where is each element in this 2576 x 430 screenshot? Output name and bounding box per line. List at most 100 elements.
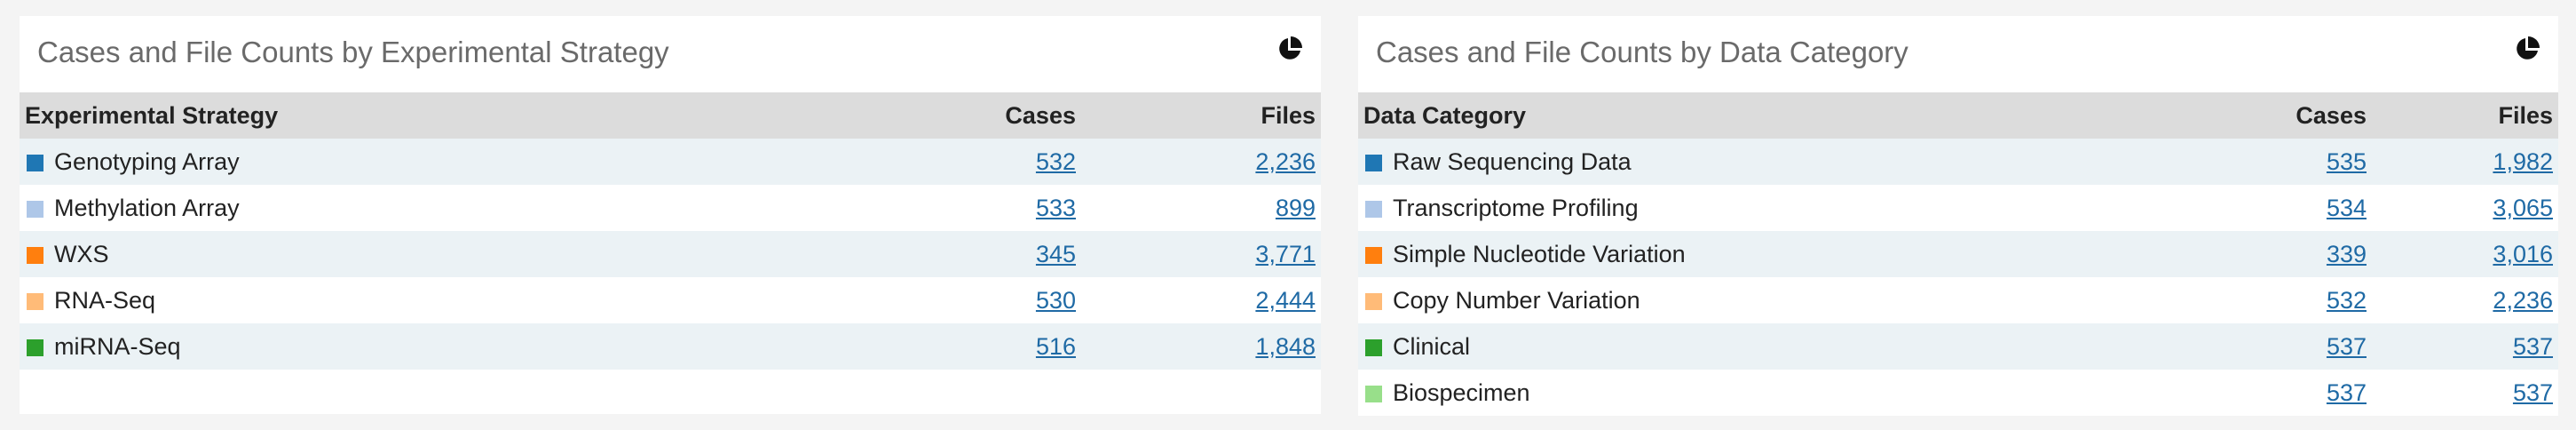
cases-cell: 345	[930, 231, 1081, 277]
row-name-cell: Copy Number Variation	[1358, 277, 2168, 323]
files-count-link[interactable]: 537	[2512, 378, 2553, 406]
files-cell: 537	[2372, 323, 2558, 370]
row-label: Methylation Array	[54, 194, 240, 221]
row-label: Biospecimen	[1393, 378, 1530, 406]
cases-count-link[interactable]: 345	[1035, 240, 1076, 267]
files-cell: 3,016	[2372, 231, 2558, 277]
pie-chart-icon[interactable]	[2514, 36, 2540, 62]
cases-cell: 537	[2168, 370, 2372, 416]
row-name-cell: Transcriptome Profiling	[1358, 185, 2168, 231]
files-cell: 3,065	[2372, 185, 2558, 231]
row-label: WXS	[54, 240, 109, 267]
table-row: Genotyping Array 532 2,236	[20, 139, 1321, 185]
column-header-files[interactable]: Files	[1260, 101, 1316, 129]
files-count-link[interactable]: 1,982	[2493, 147, 2553, 175]
legend-swatch	[27, 338, 43, 356]
files-count-link[interactable]: 899	[1275, 194, 1316, 221]
files-count-link[interactable]: 3,016	[2493, 240, 2553, 267]
files-count-link[interactable]: 3,065	[2493, 194, 2553, 221]
cases-count-link[interactable]: 516	[1035, 332, 1076, 360]
cases-count-link[interactable]: 339	[2326, 240, 2367, 267]
files-count-link[interactable]: 2,236	[1255, 147, 1316, 175]
cases-count-link[interactable]: 534	[2326, 194, 2367, 221]
row-label: Clinical	[1393, 332, 1471, 360]
table-row: Biospecimen 537 537	[1358, 370, 2558, 416]
files-count-link[interactable]: 3,771	[1255, 240, 1316, 267]
files-count-link[interactable]: 537	[2512, 332, 2553, 360]
legend-swatch	[27, 200, 43, 218]
legend-swatch	[1365, 246, 1382, 264]
files-cell: 2,236	[2372, 277, 2558, 323]
cases-count-link[interactable]: 532	[2326, 286, 2367, 314]
panel-title: Cases and File Counts by Experimental St…	[37, 36, 669, 68]
cases-cell: 533	[930, 185, 1081, 231]
row-label: Raw Sequencing Data	[1393, 147, 1632, 175]
files-count-link[interactable]: 1,848	[1255, 332, 1316, 360]
row-name-cell: Clinical	[1358, 323, 2168, 370]
row-name-cell: Biospecimen	[1358, 370, 2168, 416]
column-header-files[interactable]: Files	[2498, 101, 2553, 129]
row-name-cell: Genotyping Array	[20, 139, 930, 185]
table-row: Raw Sequencing Data 535 1,982	[1358, 139, 2558, 185]
row-name-cell: miRNA-Seq	[20, 323, 930, 370]
row-name-cell: Raw Sequencing Data	[1358, 139, 2168, 185]
row-label: RNA-Seq	[54, 286, 156, 314]
row-label: Copy Number Variation	[1393, 286, 1640, 314]
cases-cell: 534	[2168, 185, 2372, 231]
row-name-cell: Methylation Array	[20, 185, 930, 231]
cases-cell: 339	[2168, 231, 2372, 277]
legend-swatch	[27, 246, 43, 264]
strategy-table: Experimental Strategy Cases Files Genoty…	[20, 92, 1321, 370]
row-name-cell: WXS	[20, 231, 930, 277]
row-name-cell: RNA-Seq	[20, 277, 930, 323]
column-header-strategy[interactable]: Experimental Strategy	[25, 101, 279, 129]
cases-count-link[interactable]: 537	[2326, 378, 2367, 406]
cases-count-link[interactable]: 537	[2326, 332, 2367, 360]
row-name-cell: Simple Nucleotide Variation	[1358, 231, 2168, 277]
row-label: miRNA-Seq	[54, 332, 181, 360]
table-row: Transcriptome Profiling 534 3,065	[1358, 185, 2558, 231]
experimental-strategy-panel: Cases and File Counts by Experimental St…	[20, 16, 1321, 414]
row-label: Genotyping Array	[54, 147, 240, 175]
panel-header: Cases and File Counts by Data Category	[1358, 16, 2558, 92]
legend-swatch	[1365, 338, 1382, 356]
cases-cell: 537	[2168, 323, 2372, 370]
panel-title: Cases and File Counts by Data Category	[1376, 36, 1908, 68]
table-row: miRNA-Seq 516 1,848	[20, 323, 1321, 370]
files-count-link[interactable]: 2,236	[2493, 286, 2553, 314]
files-cell: 1,982	[2372, 139, 2558, 185]
cases-count-link[interactable]: 533	[1035, 194, 1076, 221]
table-row: RNA-Seq 530 2,444	[20, 277, 1321, 323]
files-cell: 1,848	[1081, 323, 1321, 370]
legend-swatch	[1365, 200, 1382, 218]
column-header-cases[interactable]: Cases	[2295, 101, 2367, 129]
cases-count-link[interactable]: 530	[1035, 286, 1076, 314]
files-count-link[interactable]: 2,444	[1255, 286, 1316, 314]
legend-swatch	[1365, 385, 1382, 402]
legend-swatch	[1365, 154, 1382, 171]
column-header-cases[interactable]: Cases	[1005, 101, 1076, 129]
legend-swatch	[27, 154, 43, 171]
table-row: Methylation Array 533 899	[20, 185, 1321, 231]
cases-count-link[interactable]: 535	[2326, 147, 2367, 175]
files-cell: 2,444	[1081, 277, 1321, 323]
table-header-row: Data Category Cases Files	[1358, 92, 2558, 139]
row-label: Transcriptome Profiling	[1393, 194, 1639, 221]
files-cell: 537	[2372, 370, 2558, 416]
panel-header: Cases and File Counts by Experimental St…	[20, 16, 1321, 92]
cases-cell: 535	[2168, 139, 2372, 185]
legend-swatch	[1365, 292, 1382, 310]
cases-cell: 532	[930, 139, 1081, 185]
table-row: Copy Number Variation 532 2,236	[1358, 277, 2558, 323]
cases-cell: 516	[930, 323, 1081, 370]
files-cell: 2,236	[1081, 139, 1321, 185]
table-row: Clinical 537 537	[1358, 323, 2558, 370]
column-header-category[interactable]: Data Category	[1363, 101, 1527, 129]
data-category-panel: Cases and File Counts by Data Category D…	[1358, 16, 2558, 416]
table-row: WXS 345 3,771	[20, 231, 1321, 277]
pie-chart-icon[interactable]	[1276, 36, 1303, 62]
cases-cell: 532	[2168, 277, 2372, 323]
cases-count-link[interactable]: 532	[1035, 147, 1076, 175]
files-cell: 3,771	[1081, 231, 1321, 277]
category-table: Data Category Cases Files Raw Sequencing…	[1358, 92, 2558, 416]
